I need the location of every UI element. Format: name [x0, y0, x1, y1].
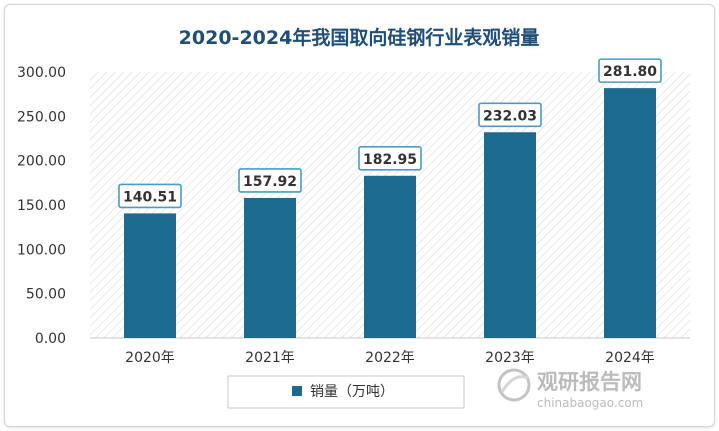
data-label-box [238, 168, 302, 193]
legend-box [227, 375, 465, 409]
data-label: 140.51 [123, 189, 177, 205]
y-tick-label: 100.00 [17, 242, 66, 258]
chart-title: 2020-2024年我国取向硅钢行业表观销量 [179, 26, 540, 49]
y-tick-label: 50.00 [26, 287, 66, 303]
value-labels: 140.51 157.92 182.95 232.03 281.80 [118, 58, 662, 209]
data-label: 232.03 [483, 108, 537, 124]
bar-series [124, 88, 656, 339]
legend-label: 销量（万吨） [310, 384, 394, 400]
watermark-domain: chinabaogao.com [537, 396, 643, 410]
data-label: 281.80 [603, 64, 657, 80]
bar [124, 213, 176, 338]
y-tick-label: 300.00 [17, 65, 66, 81]
data-label: 182.95 [363, 152, 417, 168]
bar [364, 175, 416, 338]
x-tick-label: 2023年 [485, 350, 535, 366]
x-tick-label: 2020年 [125, 350, 175, 366]
y-axis-ticks: 0.00 50.00 100.00 150.00 200.00 250.00 300.00 [17, 65, 66, 347]
watermark: 观研报告网 chinabaogao.com [497, 368, 643, 410]
y-tick-label: 250.00 [17, 109, 66, 125]
y-tick-label: 150.00 [17, 198, 66, 214]
x-tick-label: 2021年 [245, 350, 295, 366]
x-axis-ticks: 2020年 2021年 2022年 2023年 2024年 [125, 350, 655, 366]
watermark-logo-icon [497, 368, 531, 402]
x-tick-label: 2022年 [365, 350, 415, 366]
watermark-logo-swoosh-icon [500, 375, 529, 393]
y-tick-label: 200.00 [17, 154, 66, 170]
bar [604, 88, 656, 339]
data-label-box [118, 183, 182, 209]
data-label: 157.92 [243, 174, 297, 190]
data-label-box [598, 58, 662, 83]
watermark-brand: 观研报告网 [537, 370, 642, 394]
bar [244, 197, 296, 338]
legend-swatch [292, 386, 302, 396]
y-tick-label: 0.00 [35, 331, 66, 347]
bar [484, 132, 536, 338]
x-tick-label: 2024年 [605, 350, 655, 366]
legend: 销量（万吨） [227, 375, 465, 409]
data-label-box [358, 145, 422, 171]
data-label-box [478, 102, 542, 128]
